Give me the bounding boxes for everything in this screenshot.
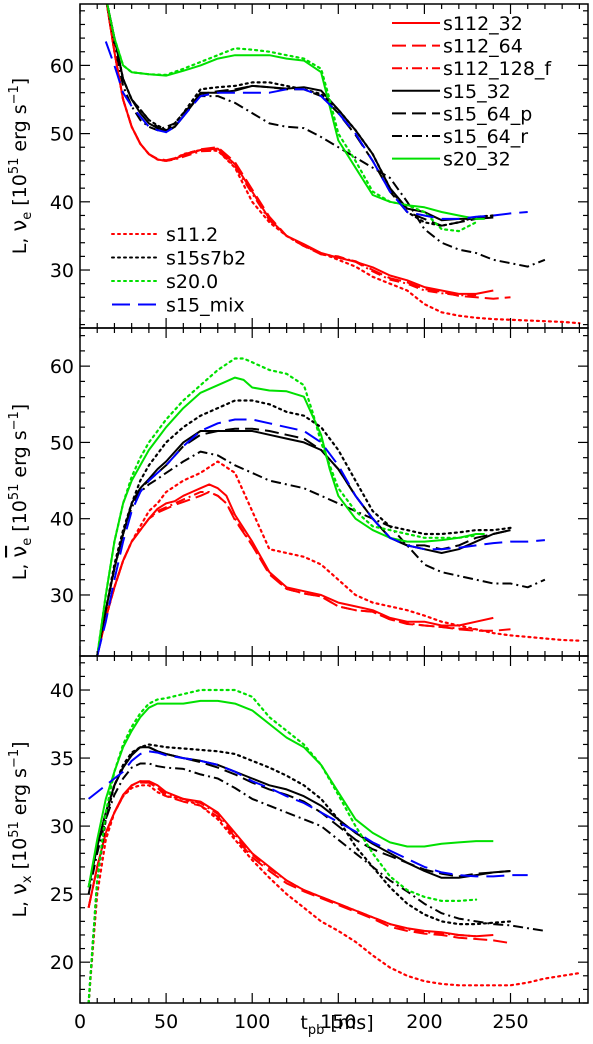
legend-label: s15s7b2 xyxy=(166,248,246,270)
y-axis-label: L, νx [1051 erg s−1] xyxy=(7,741,35,917)
series-line-s20.0 xyxy=(106,4,478,233)
y-axis-label: L, νe [1051 erg s−1] xyxy=(7,404,35,580)
chart-panels: 30 40 50 60 L, νe [1051 erg s−1] 30 40 50 60 L, ν… xyxy=(7,3,589,1004)
series-line-s112_32 xyxy=(96,483,494,656)
x-tick-label: 200 xyxy=(406,1011,442,1033)
panel-2: 30 40 50 60 L, νe [1051 erg s−1] xyxy=(7,327,589,657)
legend-item-s15_64_r: s15_64_r xyxy=(392,126,528,148)
plot-frame xyxy=(79,655,589,1004)
series-line-s20_32 xyxy=(106,4,485,220)
x-tick-label: 250 xyxy=(492,1011,528,1033)
series-lines xyxy=(96,357,581,656)
series-line-s15_mix xyxy=(104,41,528,220)
plot-frame xyxy=(79,327,589,657)
y-axis-label: L, νe [1051 erg s−1] xyxy=(7,78,35,254)
x-tick-label: 0 xyxy=(74,1011,86,1033)
series-line-s15_64_r xyxy=(87,762,546,932)
series-line-s15_mix xyxy=(87,750,528,878)
legend-label: s15_64_p xyxy=(443,103,532,125)
legend-item-s15s7b2: s15s7b2 xyxy=(111,248,246,270)
y-tick-label: 40 xyxy=(50,509,74,531)
legend-right: s112_32s112_64s112_128_fs15_32s15_64_ps1… xyxy=(392,13,552,171)
panel-1: 30 40 50 60 L, νe [1051 erg s−1] xyxy=(7,3,589,329)
legend-label: s20.0 xyxy=(166,271,218,293)
y-tick-label: 30 xyxy=(50,260,74,282)
legend-label: s112_64 xyxy=(443,36,523,58)
series-line-s112_32 xyxy=(105,4,494,295)
series-line-s15_mix xyxy=(96,418,545,656)
y-tick-label: 40 xyxy=(50,680,74,702)
series-line-s15_64_p xyxy=(87,746,511,888)
y-tick-label: 50 xyxy=(50,124,74,146)
x-axis-labels: 0 50 100 150 200 250 tpb [ms] xyxy=(74,1011,529,1038)
x-axis-label: tpb [ms] xyxy=(300,1012,373,1038)
series-line-s11.2 xyxy=(96,460,581,656)
series-line-s112_128_f xyxy=(105,4,477,297)
legend-label: s20_32 xyxy=(443,149,511,171)
series-line-s112_64 xyxy=(87,781,511,945)
y-tick-label: 30 xyxy=(50,585,74,607)
y-tick-label: 35 xyxy=(50,748,74,770)
legend-item-s112_32: s112_32 xyxy=(392,13,523,35)
legend-label: s15_64_r xyxy=(443,126,528,148)
x-tick-label: 50 xyxy=(154,1011,178,1033)
legend-item-s15_32: s15_32 xyxy=(392,81,511,103)
panel-3: 20 25 30 35 40 L, νx [1051 erg s−1] xyxy=(7,655,589,1004)
series-line-s15_32 xyxy=(96,430,511,656)
legend-label: s112_32 xyxy=(443,13,523,35)
series-line-s15s7b2 xyxy=(87,743,512,1003)
y-tick-label: 20 xyxy=(50,952,74,974)
y-tick-label: 40 xyxy=(50,192,74,214)
series-line-s15_64_r xyxy=(96,450,546,656)
series-line-s11.2 xyxy=(87,784,581,1003)
series-line-s15s7b2 xyxy=(96,399,512,656)
legend-item-s112_64: s112_64 xyxy=(392,36,523,58)
series-line-s15_32 xyxy=(106,4,494,222)
series-line-s11.2 xyxy=(105,4,581,325)
series-line-s15s7b2 xyxy=(106,4,495,227)
x-tick-label: 150 xyxy=(320,1011,356,1033)
legend-label: s112_128_f xyxy=(443,58,552,80)
series-line-s20.0 xyxy=(87,688,478,1003)
series-line-s20_32 xyxy=(96,376,485,656)
y-tick-label: 60 xyxy=(50,356,74,378)
y-tick-label: 50 xyxy=(50,432,74,454)
series-line-s20.0 xyxy=(96,357,478,656)
series-line-s20_32 xyxy=(87,699,494,888)
legend-label: s15_mix xyxy=(166,295,245,317)
series-line-s112_128_f xyxy=(96,491,477,656)
legend-item-s11.2: s11.2 xyxy=(111,224,218,246)
y-tick-label: 25 xyxy=(50,884,74,906)
legend-label: s15_32 xyxy=(443,81,511,103)
series-line-s15_32 xyxy=(87,746,511,888)
x-tick-label: 100 xyxy=(234,1011,270,1033)
series-line-s112_128_f xyxy=(87,780,477,938)
y-tick-label: 30 xyxy=(50,816,74,838)
legend-item-s15_mix: s15_mix xyxy=(112,295,245,317)
series-lines xyxy=(104,4,581,325)
legend-item-s112_128_f: s112_128_f xyxy=(392,58,552,80)
legend-item-s20_32: s20_32 xyxy=(392,149,511,171)
series-line-s15_64_p xyxy=(96,427,511,656)
series-lines xyxy=(87,688,581,1003)
y-tick-label: 60 xyxy=(50,55,74,77)
legend-label: s11.2 xyxy=(166,224,218,246)
legend-item-s15_64_p: s15_64_p xyxy=(392,103,532,125)
legend-item-s20.0: s20.0 xyxy=(111,271,218,293)
series-line-s112_32 xyxy=(87,780,494,938)
